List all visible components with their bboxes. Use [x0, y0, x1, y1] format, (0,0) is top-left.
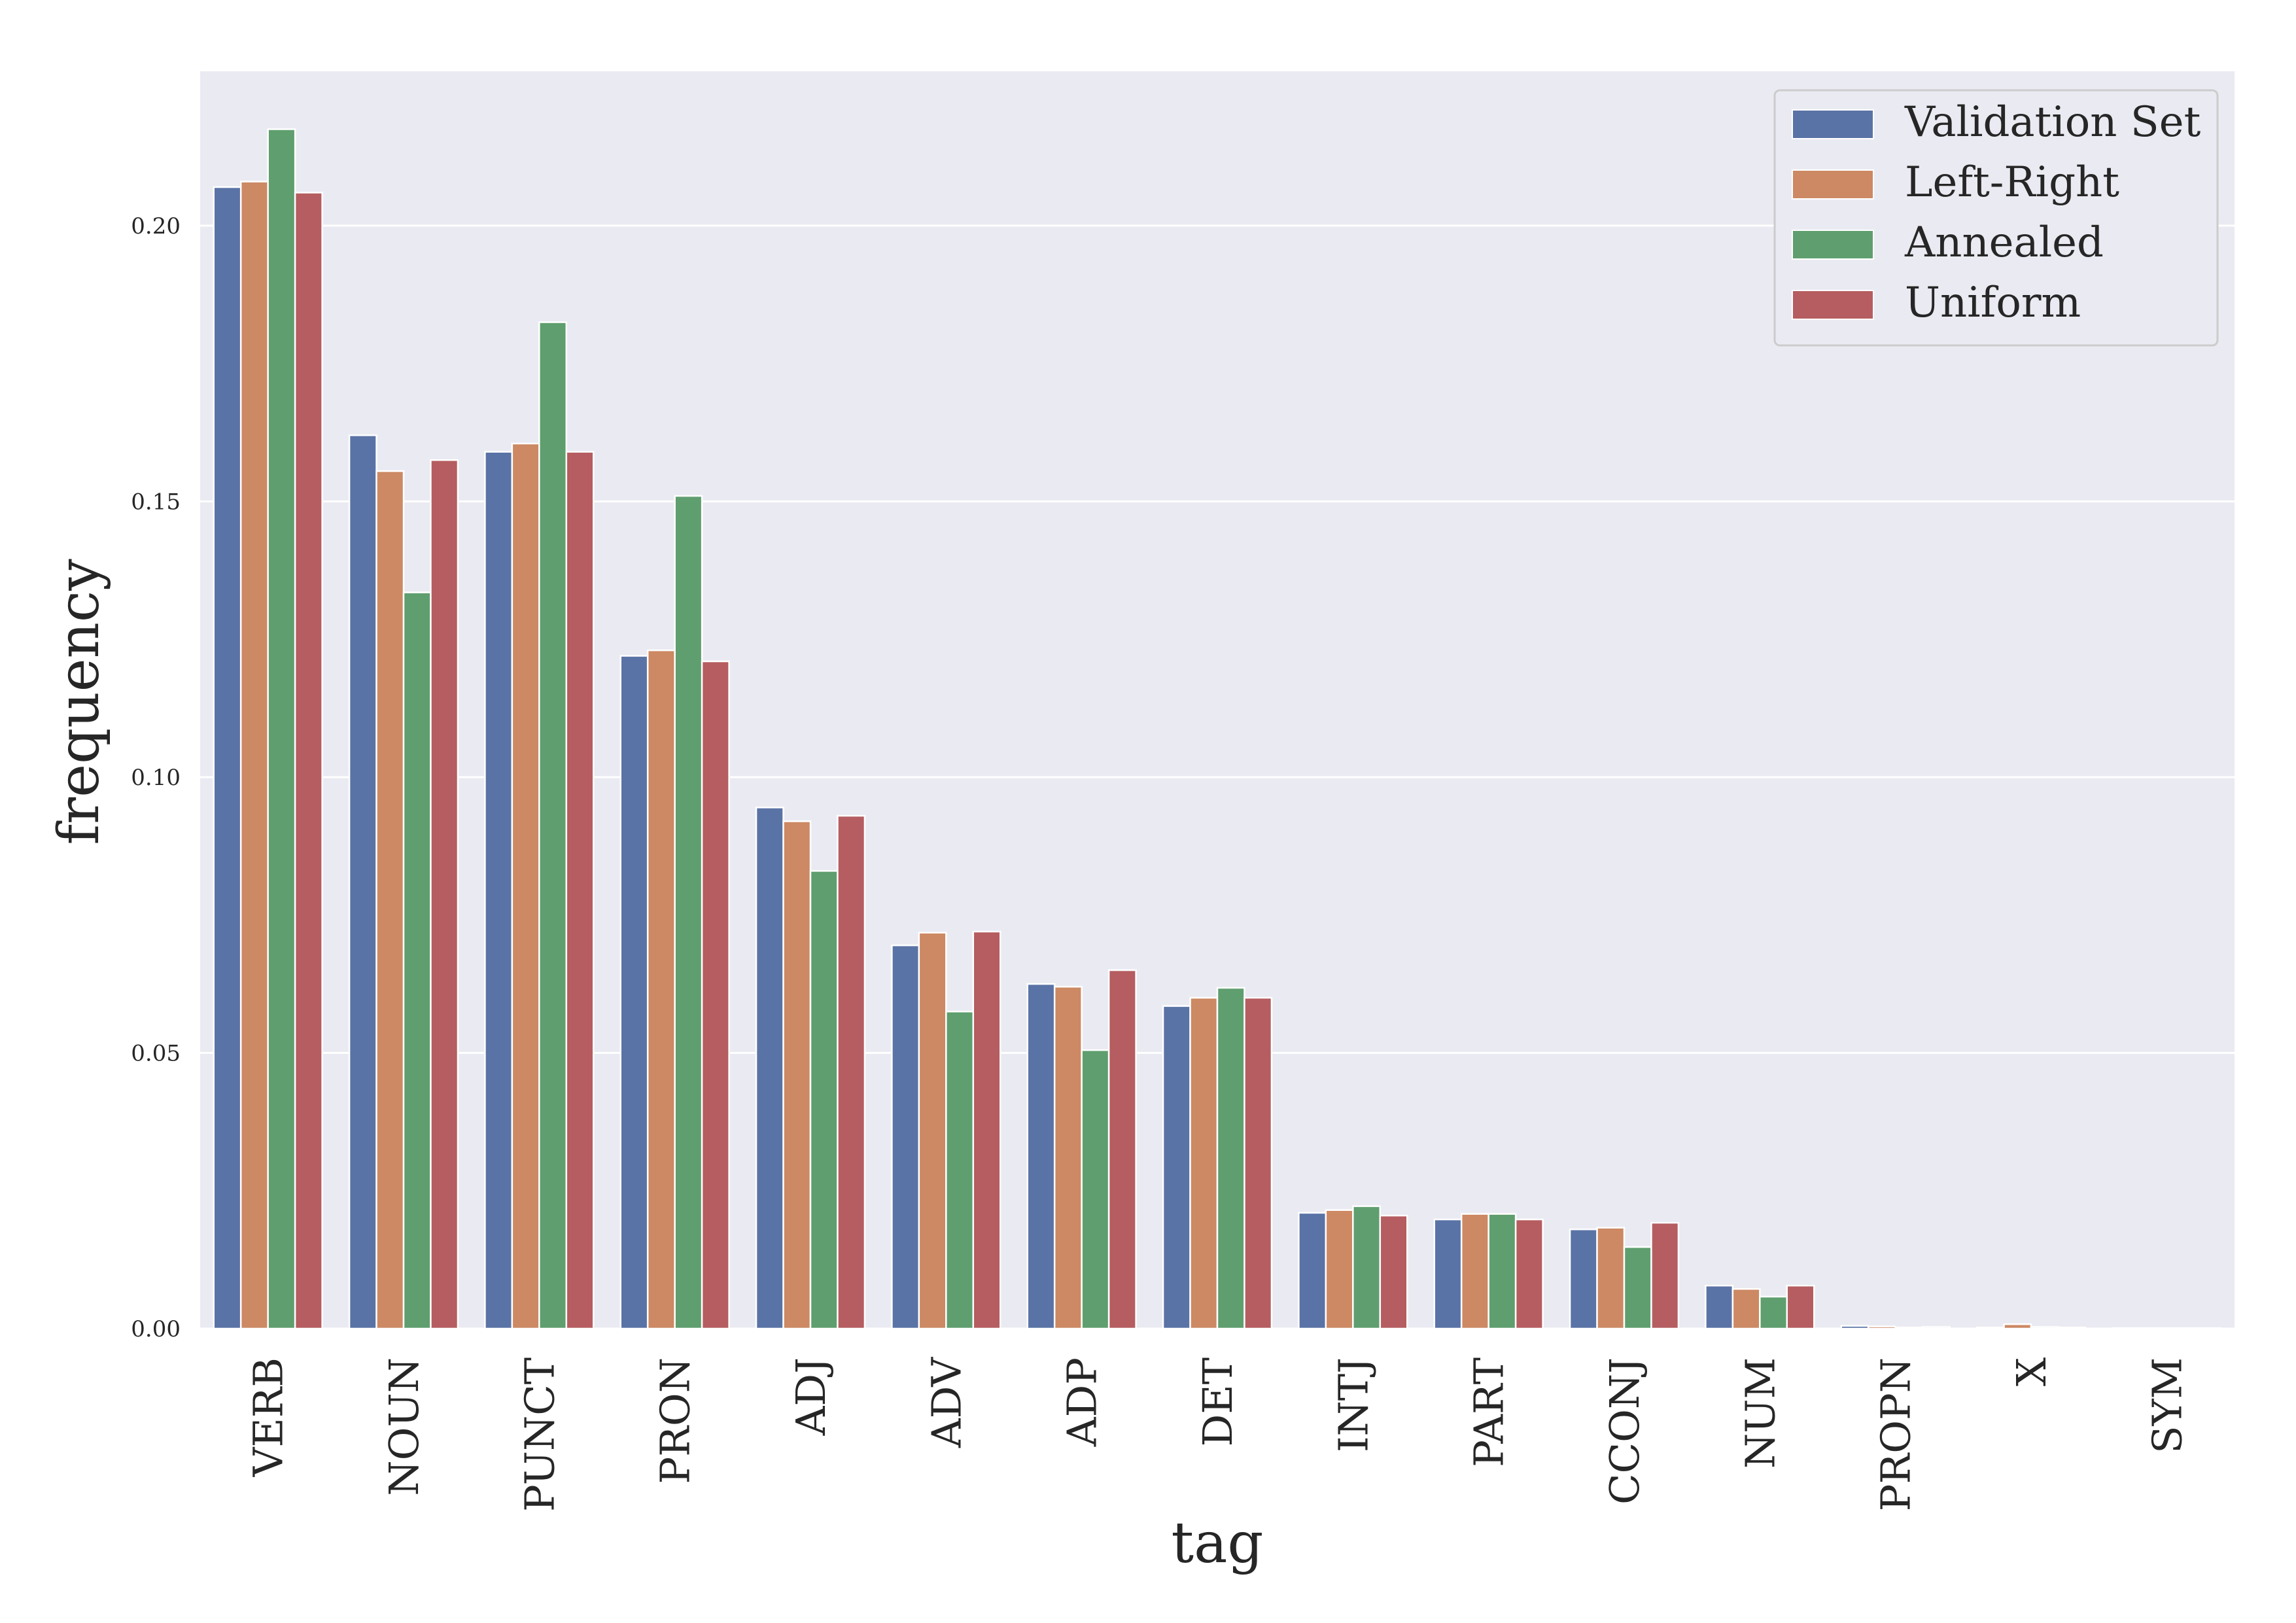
bar	[1569, 1229, 1598, 1330]
x-tick-label: DET	[1194, 1357, 1242, 1446]
bar	[1840, 1325, 1870, 1330]
bar	[1053, 986, 1083, 1330]
bar	[918, 932, 947, 1330]
bar	[239, 181, 269, 1330]
legend-label: Validation Set	[1904, 98, 2201, 147]
bar	[1514, 1218, 1544, 1330]
bar	[565, 451, 595, 1330]
legend-swatch	[1792, 109, 1874, 139]
x-tick-label: NUM	[1736, 1357, 1784, 1469]
bar	[1298, 1212, 1327, 1330]
bar	[1107, 969, 1137, 1330]
bar	[1433, 1218, 1463, 1330]
legend-frame	[1773, 89, 2219, 347]
bar	[1189, 996, 1219, 1330]
bar	[538, 321, 568, 1330]
bar	[755, 807, 784, 1330]
legend-label: Left-Right	[1905, 158, 2119, 207]
legend-swatch	[1792, 290, 1874, 320]
bar	[1705, 1284, 1734, 1330]
bar	[484, 451, 513, 1330]
bar	[1162, 1005, 1191, 1330]
bar	[2030, 1326, 2059, 1330]
bar	[294, 192, 323, 1330]
bar	[1379, 1214, 1408, 1330]
bar	[2138, 1327, 2168, 1330]
y-axis-label: frequency	[46, 559, 112, 845]
x-tick-label: SYM	[2143, 1357, 2191, 1454]
bar	[1244, 996, 1273, 1330]
bar	[2193, 1327, 2222, 1330]
x-tick-label: INTJ	[1329, 1357, 1377, 1452]
y-tick-label: 0.15	[131, 489, 181, 515]
x-tick-label: PRON	[652, 1357, 699, 1484]
bar	[1460, 1213, 1489, 1330]
bar	[619, 655, 649, 1330]
y-tick-label: 0.20	[131, 213, 181, 239]
bar	[1894, 1327, 1924, 1330]
bar	[945, 1011, 975, 1330]
bar	[2112, 1327, 2141, 1330]
legend-label: Annealed	[1904, 218, 2104, 267]
legend: Validation Set Left-Right Annealed Uniform	[1773, 89, 2219, 347]
legend-label: Uniform	[1905, 279, 2081, 327]
bar	[837, 814, 866, 1330]
bar	[348, 434, 377, 1330]
legend-swatch	[1792, 169, 1874, 200]
bar	[2003, 1323, 2032, 1330]
bar	[2057, 1327, 2087, 1330]
bar	[972, 930, 1001, 1330]
bar	[1867, 1325, 1896, 1330]
bar	[674, 495, 703, 1330]
x-tick-labels: VERB NOUN PUNCT PRON ADJ ADV ADP DET INTJ PART CCO…	[245, 1357, 2191, 1512]
bar	[1596, 1227, 1626, 1330]
legend-swatch	[1792, 230, 1874, 260]
bar	[1759, 1295, 1788, 1330]
bars	[213, 128, 2222, 1330]
bar	[267, 128, 296, 1330]
x-tick-label: PART	[1465, 1357, 1513, 1467]
bar	[1081, 1049, 1110, 1330]
bar	[1216, 986, 1245, 1330]
bar	[375, 470, 405, 1330]
bar	[1487, 1213, 1517, 1330]
bar	[646, 649, 676, 1330]
y-tick-label: 0.05	[131, 1041, 181, 1067]
x-tick-label: PROPN	[1872, 1357, 1920, 1511]
bar	[782, 820, 812, 1330]
bar	[511, 442, 540, 1330]
bar	[1026, 983, 1056, 1330]
x-tick-label: PUNCT	[515, 1357, 563, 1512]
bar	[1623, 1246, 1652, 1330]
x-tick-label: ADJ	[787, 1357, 835, 1436]
bar	[701, 660, 730, 1330]
x-tick-label: ADV	[922, 1357, 970, 1448]
y-tick-label: 0.10	[131, 765, 181, 791]
x-tick-label: VERB	[245, 1357, 292, 1477]
bar	[213, 186, 242, 1330]
bar	[891, 944, 920, 1330]
x-tick-label: CCONJ	[1601, 1357, 1648, 1505]
y-tick-labels: 0.00 0.05 0.10 0.15 0.20	[131, 213, 181, 1342]
bar	[402, 591, 432, 1330]
bar	[1325, 1209, 1354, 1330]
x-tick-label: X	[2008, 1357, 2055, 1386]
bar	[1921, 1326, 1951, 1330]
x-tick-label: ADP	[1058, 1357, 1106, 1447]
bar	[1975, 1327, 2005, 1330]
bar	[1786, 1284, 1815, 1330]
bar	[1352, 1205, 1382, 1330]
x-tick-label: NOUN	[380, 1357, 428, 1496]
bar	[2166, 1327, 2195, 1330]
bar	[809, 870, 839, 1330]
y-tick-label: 0.00	[131, 1316, 181, 1342]
bar	[430, 459, 459, 1330]
bar	[1650, 1221, 1680, 1330]
x-axis-label: tag	[1172, 1510, 1264, 1576]
bar	[1731, 1288, 1761, 1330]
